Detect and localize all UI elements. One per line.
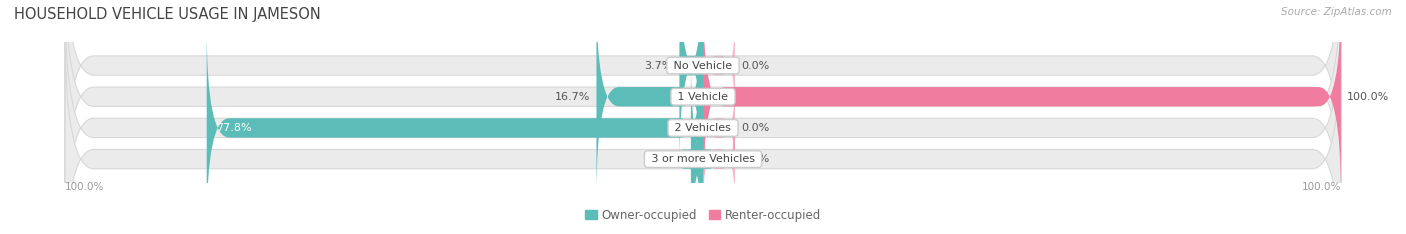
Text: 16.7%: 16.7% (555, 92, 591, 102)
Text: 0.0%: 0.0% (741, 154, 769, 164)
Text: 100.0%: 100.0% (1302, 182, 1341, 192)
FancyBboxPatch shape (703, 75, 735, 181)
Text: 100.0%: 100.0% (1347, 92, 1389, 102)
FancyBboxPatch shape (65, 0, 1341, 196)
FancyBboxPatch shape (596, 0, 703, 196)
FancyBboxPatch shape (703, 0, 1341, 196)
Text: 2 Vehicles: 2 Vehicles (671, 123, 735, 133)
FancyBboxPatch shape (65, 0, 1341, 234)
Text: 100.0%: 100.0% (65, 182, 104, 192)
FancyBboxPatch shape (703, 106, 735, 212)
Text: HOUSEHOLD VEHICLE USAGE IN JAMESON: HOUSEHOLD VEHICLE USAGE IN JAMESON (14, 7, 321, 22)
Text: 0.0%: 0.0% (741, 61, 769, 70)
FancyBboxPatch shape (703, 13, 735, 118)
FancyBboxPatch shape (207, 28, 703, 227)
Text: 0.0%: 0.0% (741, 123, 769, 133)
FancyBboxPatch shape (679, 0, 703, 165)
FancyBboxPatch shape (65, 0, 1341, 227)
Text: 1.9%: 1.9% (657, 154, 685, 164)
Text: 3 or more Vehicles: 3 or more Vehicles (648, 154, 758, 164)
Text: Source: ZipAtlas.com: Source: ZipAtlas.com (1281, 7, 1392, 17)
Text: 1 Vehicle: 1 Vehicle (675, 92, 731, 102)
Text: 77.8%: 77.8% (217, 123, 252, 133)
FancyBboxPatch shape (681, 60, 713, 234)
FancyBboxPatch shape (65, 28, 1341, 234)
Text: 3.7%: 3.7% (644, 61, 673, 70)
Text: No Vehicle: No Vehicle (671, 61, 735, 70)
Legend: Owner-occupied, Renter-occupied: Owner-occupied, Renter-occupied (585, 208, 821, 222)
